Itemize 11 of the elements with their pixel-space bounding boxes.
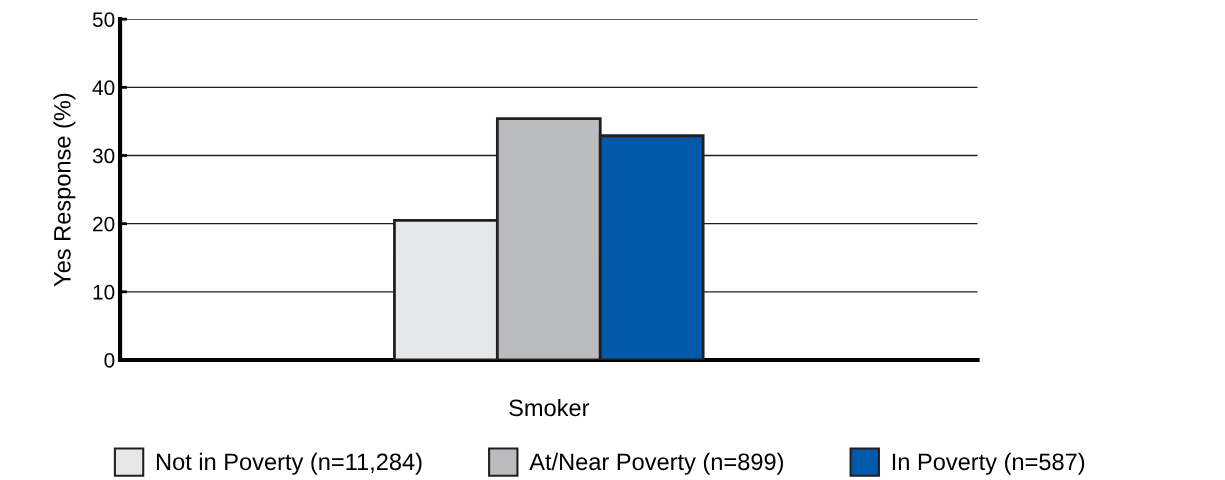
y-tick-label: 0 <box>104 353 115 368</box>
y-tick-label: 30 <box>92 148 115 164</box>
y-tick-label: 50 <box>92 12 115 27</box>
y-axis-title: Yes Response (%) <box>53 93 76 287</box>
legend-label: In Poverty (n=587) <box>892 452 1085 475</box>
x-tick-label: Smoker <box>509 398 590 417</box>
y-tick-label: 40 <box>92 80 115 96</box>
legend-label: At/Near Poverty (n=899) <box>529 452 784 475</box>
y-tick-label: 10 <box>93 284 115 300</box>
y-tick-label: 20 <box>93 216 115 232</box>
legend-label: Not in Poverty (n=11,284) <box>156 452 422 475</box>
